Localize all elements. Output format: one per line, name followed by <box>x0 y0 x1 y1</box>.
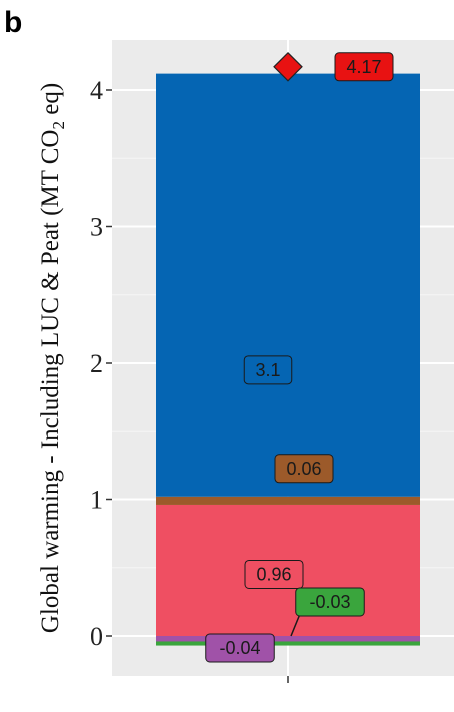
data-label: 0.06 <box>274 454 334 484</box>
bar-segment <box>156 496 420 505</box>
data-label-box <box>244 559 304 589</box>
data-label-text: 3.1 <box>255 360 280 380</box>
bar-segment <box>156 636 420 642</box>
data-label-text: 4.17 <box>346 57 381 77</box>
data-label-text: 0.06 <box>286 459 321 479</box>
y-tick-label: 3 <box>90 213 103 242</box>
data-label: 3.1 <box>243 355 293 385</box>
data-label: -0.03 <box>295 587 365 617</box>
data-label-box <box>243 355 293 385</box>
data-label-box <box>205 633 275 663</box>
y-axis: 0 1 2 3 4 <box>90 76 289 683</box>
total-marker <box>273 51 303 82</box>
panel-letter: b <box>4 6 22 39</box>
y-tick-label: 1 <box>90 486 103 515</box>
y-tick-label: 0 <box>90 622 103 651</box>
y-tick-label: 2 <box>90 349 103 378</box>
data-label-text: -0.04 <box>219 638 260 658</box>
data-label: 0.96 <box>244 559 304 589</box>
y-axis-label-subscript: 2 <box>49 121 68 130</box>
total-label: 4.17 <box>334 52 394 82</box>
label-leader-line <box>290 613 301 637</box>
data-label-box <box>274 454 334 484</box>
bar-segment <box>156 504 420 636</box>
bars <box>156 73 420 646</box>
data-label-box <box>334 52 394 82</box>
y-axis-label-main: Global warming - Including LUC & Peat (M… <box>37 130 64 634</box>
segment-labels: 0.96 0.06 3.1 -0.04 -0.03 4.17 <box>205 51 394 663</box>
data-label-text: 0.96 <box>256 564 291 584</box>
y-axis-label: Global warming - Including LUC & Peat (M… <box>37 83 68 633</box>
data-label-text: -0.03 <box>309 592 350 612</box>
y-axis-label-end: eq) <box>37 83 64 121</box>
y-tick-label: 4 <box>90 76 103 105</box>
bar-segment <box>156 73 420 497</box>
data-label-box <box>295 587 365 617</box>
data-label: -0.04 <box>205 633 275 663</box>
